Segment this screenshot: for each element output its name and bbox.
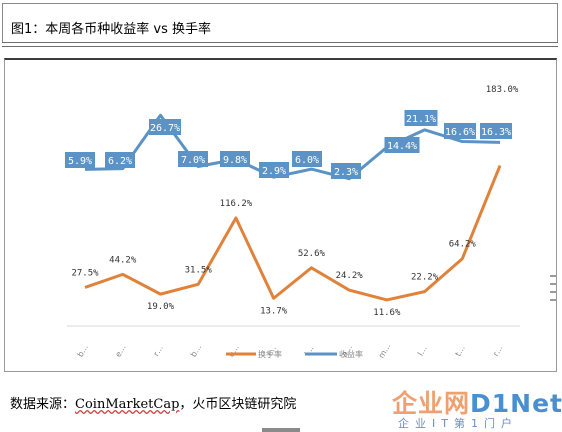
caption-rule-top bbox=[2, 42, 558, 43]
data-label-turnover: 44.2% bbox=[109, 255, 137, 265]
data-label-return: 14.4% bbox=[387, 141, 417, 152]
data-label-turnover: 52.6% bbox=[298, 249, 326, 259]
watermark-logo: 企业网D1Net bbox=[392, 384, 562, 420]
data-label-return: 7.0% bbox=[181, 155, 205, 166]
source-brand: CoinMarketCap bbox=[75, 397, 180, 412]
data-label-return: 6.0% bbox=[295, 155, 319, 166]
source-prefix: 数据来源： bbox=[10, 397, 76, 412]
x-tick-label: e… bbox=[227, 343, 241, 359]
x-tick-label: t… bbox=[453, 344, 466, 358]
source-note: 数据来源：CoinMarketCap，火币区块链研究院 bbox=[10, 393, 296, 412]
watermark-latin: D1Net bbox=[470, 389, 562, 418]
x-tick-label: r… bbox=[152, 344, 165, 358]
data-label-return-box bbox=[259, 162, 289, 178]
x-tick-label: b… bbox=[76, 343, 90, 359]
x-tick-label: m… bbox=[377, 342, 393, 360]
data-label-return-box bbox=[220, 151, 250, 167]
x-tick-label: e… bbox=[113, 343, 127, 359]
scroll-tab[interactable] bbox=[262, 428, 300, 432]
x-tick-label: b… bbox=[189, 343, 203, 359]
data-label-turnover: 13.7% bbox=[260, 306, 288, 316]
caption-frame: 图1：本周各币种收益率 vs 换手率 bbox=[2, 3, 558, 42]
site-watermark: 企业网D1Net 企业IT第1门户 bbox=[392, 384, 562, 430]
data-label-return-box bbox=[105, 152, 135, 168]
x-tick-label: l… bbox=[416, 344, 429, 357]
legend-label-return: 收益率 bbox=[339, 349, 363, 359]
source-suffix: ，火币区块链研究院 bbox=[179, 397, 297, 412]
data-label-return-box bbox=[444, 123, 476, 139]
chart-frame: b… e… r… b… e… l… l… a… m… l… t… r… 27.5% 44.2% 19.0% 3… bbox=[4, 58, 557, 372]
watermark-sub: 企业IT第1门户 bbox=[398, 417, 518, 430]
data-label-return: 2.9% bbox=[262, 166, 286, 177]
data-label-turnover: 64.2% bbox=[449, 240, 477, 250]
watermark-cn: 企业网 bbox=[392, 389, 471, 418]
data-label-return-box bbox=[292, 151, 322, 167]
series-line-turnover bbox=[84, 165, 502, 302]
line-chart: b… e… r… b… e… l… l… a… m… l… t… r…27.5%44.2%19.0%3… bbox=[65, 85, 520, 360]
data-label-return-box bbox=[384, 137, 420, 153]
data-label-return: 9.8% bbox=[223, 155, 247, 166]
data-label-return: 16.3% bbox=[481, 127, 511, 138]
data-label-return-box bbox=[178, 151, 208, 167]
data-label-return-box bbox=[404, 110, 438, 126]
data-label-return-box bbox=[65, 152, 95, 168]
data-label-return: 16.6% bbox=[445, 127, 475, 138]
legend-label-turnover: 换手率 bbox=[258, 349, 282, 359]
x-tick-label: r… bbox=[491, 344, 504, 358]
data-label-turnover: 22.2% bbox=[411, 273, 439, 283]
data-label-turnover: 11.6% bbox=[373, 308, 401, 318]
data-label-turnover: 31.5% bbox=[185, 265, 213, 275]
data-label-return: 26.7% bbox=[150, 123, 180, 134]
side-scroll-marks bbox=[550, 275, 556, 325]
data-label-return-box bbox=[149, 119, 181, 135]
series-line-return bbox=[84, 113, 501, 181]
x-tick-label: l… bbox=[265, 344, 278, 357]
data-label-turnover: 116.2% bbox=[220, 199, 253, 209]
data-label-return: 2.3% bbox=[334, 167, 358, 178]
data-label-return: 6.2% bbox=[108, 156, 132, 167]
data-label-turnover: 19.0% bbox=[147, 302, 175, 312]
data-label-turnover: 24.2% bbox=[336, 271, 364, 281]
data-label-turnover: 183.0% bbox=[486, 85, 519, 95]
figure-caption: 图1：本周各币种收益率 vs 换手率 bbox=[11, 22, 212, 37]
data-label-return: 21.1% bbox=[406, 114, 436, 125]
data-label-return-box bbox=[480, 123, 512, 139]
data-label-turnover: 27.5% bbox=[71, 268, 99, 278]
caption-rule-bottom bbox=[2, 46, 558, 47]
data-label-return-box bbox=[331, 163, 361, 179]
data-label-return: 5.9% bbox=[68, 156, 92, 167]
